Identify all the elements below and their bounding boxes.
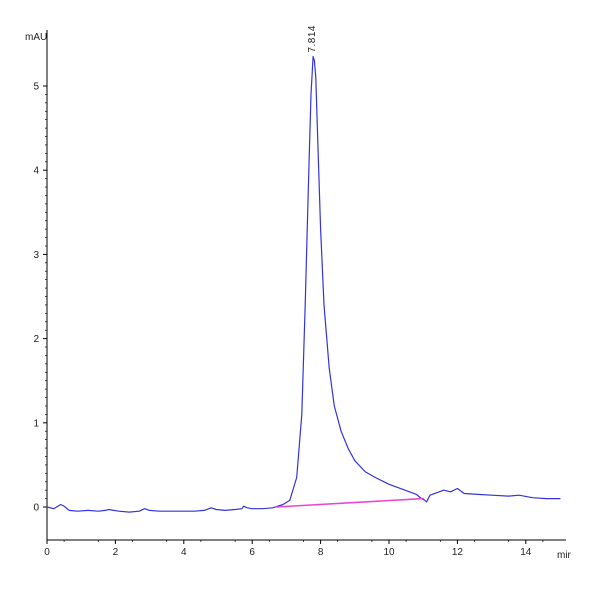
chromatogram-trace: [46, 55, 561, 513]
x-tick-label: 4: [181, 547, 187, 558]
y-axis-unit-label: mAU: [25, 32, 47, 43]
x-tick-label: 14: [520, 547, 532, 558]
x-tick-label: 2: [113, 547, 119, 558]
x-tick-label: 8: [318, 547, 324, 558]
y-tick-label: 2: [33, 334, 39, 345]
x-tick-label: 12: [452, 547, 464, 558]
peak-label: 7.814: [307, 25, 318, 53]
x-tick-label: 10: [383, 547, 395, 558]
y-tick-label: 5: [33, 82, 39, 93]
y-tick-label: 0: [33, 503, 39, 514]
x-tick-label: 0: [44, 547, 50, 558]
x-tick-label: 6: [249, 547, 255, 558]
x-axis-unit-label: mir: [557, 550, 572, 561]
x-axis-ticks: 0 2 4 6 8 10 12 14: [44, 540, 544, 558]
y-tick-label: 1: [33, 418, 39, 429]
y-tick-label: 3: [33, 250, 39, 261]
y-tick-label: 4: [33, 166, 39, 177]
baseline-segment: [275, 497, 425, 508]
series-layer: [46, 55, 561, 513]
y-axis-ticks: 0 1 2 3 4 5: [33, 82, 47, 514]
